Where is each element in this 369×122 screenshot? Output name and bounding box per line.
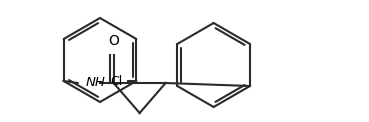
Text: NH: NH <box>86 76 106 90</box>
Text: Cl: Cl <box>110 75 123 87</box>
Text: O: O <box>108 34 119 48</box>
